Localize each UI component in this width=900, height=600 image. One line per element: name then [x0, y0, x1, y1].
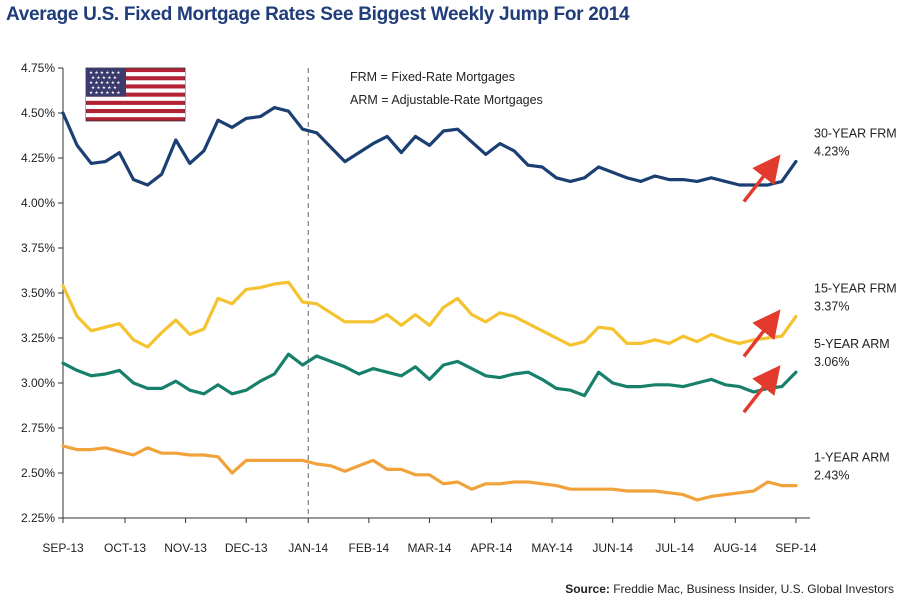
svg-text:★ ★ ★ ★ ★ ★: ★ ★ ★ ★ ★ ★ [89, 70, 120, 76]
svg-text:★ ★ ★ ★ ★: ★ ★ ★ ★ ★ [91, 75, 117, 81]
series-value-arm5: 3.06% [814, 355, 849, 369]
trend-arrow-frm15 [742, 309, 781, 358]
y-tick-label: 4.25% [21, 151, 55, 165]
chart-title: Average U.S. Fixed Mortgage Rates See Bi… [6, 4, 630, 25]
series-name-arm5: 5-YEAR ARM [814, 337, 890, 351]
x-tick-label: SEP-14 [775, 541, 817, 555]
x-tick-label: APR-14 [470, 541, 512, 555]
x-tick-label: NOV-13 [164, 541, 207, 555]
y-tick-label: 2.75% [21, 421, 55, 435]
series-value-arm1: 2.43% [814, 469, 849, 483]
x-tick-label: FEB-14 [349, 541, 390, 555]
source-text: Freddie Mac, Business Insider, U.S. Glob… [609, 582, 894, 596]
x-tick-label: JAN-14 [288, 541, 328, 555]
series-lines [61, 105, 798, 502]
legend-note-frm: FRM = Fixed-Rate Mortgages [350, 70, 515, 84]
series-name-arm1: 1-YEAR ARM [814, 451, 890, 465]
legend-note-arm: ARM = Adjustable-Rate Mortgages [350, 93, 543, 107]
series-line-frm30 [61, 105, 798, 187]
series-name-frm30: 30-YEAR FRM [814, 127, 897, 141]
y-tick-label: 3.00% [21, 376, 55, 390]
y-tick-label: 3.25% [21, 331, 55, 345]
series-line-frm15 [61, 280, 798, 349]
y-tick-label: 3.75% [21, 241, 55, 255]
trend-arrow-frm30 [742, 154, 781, 203]
source-note: Source: Freddie Mac, Business Insider, U… [565, 582, 894, 596]
x-tick-label: MAR-14 [407, 541, 451, 555]
svg-text:★ ★ ★ ★ ★: ★ ★ ★ ★ ★ [91, 85, 117, 91]
x-tick-label: MAY-14 [531, 541, 573, 555]
x-tick-label: JUN-14 [592, 541, 633, 555]
y-tick-label: 3.50% [21, 286, 55, 300]
trend-arrow-arm5 [742, 365, 781, 414]
source-label: Source: [565, 582, 610, 596]
x-tick-label: AUG-14 [714, 541, 758, 555]
series-name-frm15: 15-YEAR FRM [814, 281, 897, 295]
y-tick-label: 2.25% [21, 511, 55, 525]
x-tick-label: DEC-13 [225, 541, 268, 555]
series-labels: 30-YEAR FRM 4.23% 15-YEAR FRM 3.37% 5-YEAR A… [814, 127, 897, 483]
x-tick-label: SEP-13 [42, 541, 84, 555]
series-value-frm15: 3.37% [814, 299, 849, 313]
series-line-arm5 [61, 352, 798, 398]
series-line-arm1 [61, 444, 798, 502]
x-tick-label: OCT-13 [104, 541, 146, 555]
y-tick-label: 4.50% [21, 106, 55, 120]
trend-arrows [742, 154, 781, 414]
x-tick-label: JUL-14 [655, 541, 694, 555]
svg-text:★ ★ ★ ★ ★ ★: ★ ★ ★ ★ ★ ★ [89, 80, 120, 86]
y-tick-label: 4.75% [21, 61, 55, 75]
svg-text:★ ★ ★ ★ ★ ★: ★ ★ ★ ★ ★ ★ [89, 90, 120, 96]
us-flag-icon: ★ ★ ★ ★ ★ ★ ★ ★ ★ ★ ★ ★ ★ ★ ★ ★ ★ ★ ★ ★ … [85, 67, 186, 122]
y-tick-label: 4.00% [21, 196, 55, 210]
axes: 2.25% 2.50% 2.75% 3.00% 3.25% 3.50% 3.75% 4.00%… [21, 61, 817, 555]
y-tick-label: 2.50% [21, 466, 55, 480]
series-value-frm30: 4.23% [814, 145, 849, 159]
